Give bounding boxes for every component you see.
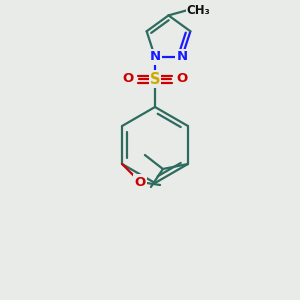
Text: N: N [149, 50, 161, 64]
Text: O: O [122, 73, 134, 85]
Text: O: O [176, 73, 188, 85]
Text: S: S [150, 71, 160, 86]
Text: CH₃: CH₃ [187, 4, 210, 17]
Text: O: O [134, 176, 146, 188]
Text: N: N [176, 50, 188, 64]
